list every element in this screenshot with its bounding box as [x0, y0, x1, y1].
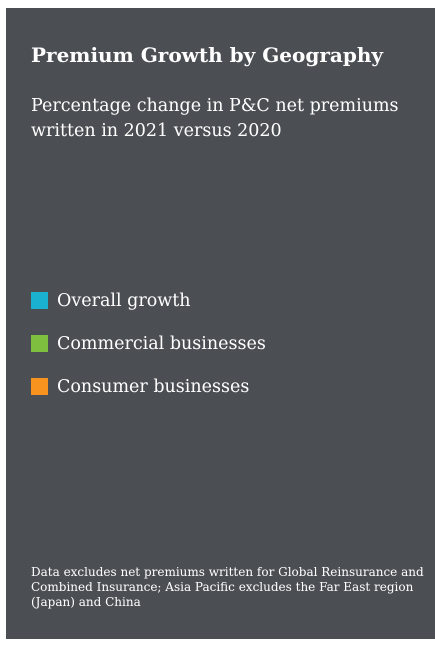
chart-legend: Overall growth Commercial businesses Con… — [31, 279, 421, 408]
legend-item-overall-growth: Overall growth — [31, 279, 421, 322]
chart-subtitle: Percentage change in P&C net premiums wr… — [31, 96, 399, 141]
legend-swatch-commercial-businesses — [31, 335, 48, 352]
chart-footnote: Data excludes net premiums written for G… — [31, 565, 424, 609]
legend-item-commercial-businesses: Commercial businesses — [31, 322, 421, 365]
legend-label-consumer-businesses: Consumer businesses — [57, 376, 250, 397]
legend-swatch-overall-growth — [31, 292, 48, 309]
chart-panel: Premium Growth by Geography Percentage c… — [6, 8, 435, 639]
legend-label-overall-growth: Overall growth — [57, 290, 191, 311]
legend-label-commercial-businesses: Commercial businesses — [57, 333, 266, 354]
chart-title: Premium Growth by Geography — [31, 43, 383, 67]
legend-item-consumer-businesses: Consumer businesses — [31, 365, 421, 408]
legend-swatch-consumer-businesses — [31, 378, 48, 395]
